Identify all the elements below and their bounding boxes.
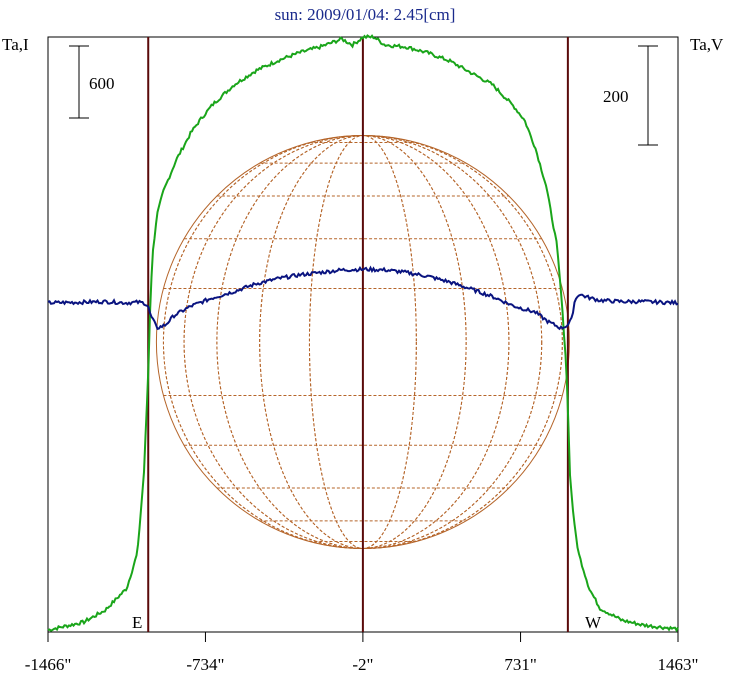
- x-tick-label: -734": [186, 655, 224, 674]
- reference-lines: [147, 37, 569, 632]
- right-axis-label: Ta,V: [690, 35, 724, 54]
- series-line-tav: [47, 265, 679, 331]
- series-lines: [47, 34, 679, 633]
- east-marker: E: [132, 613, 142, 632]
- right-scale-bar: 200: [603, 45, 658, 146]
- series-line-tai: [47, 34, 679, 633]
- west-marker: W: [585, 613, 602, 632]
- left-scale-bar-label: 600: [89, 74, 115, 93]
- x-tick-label: 731": [504, 655, 536, 674]
- longitude-line: [259, 135, 467, 549]
- chart-title: sun: 2009/01/04: 2.45[cm]: [275, 5, 456, 24]
- x-tick-label: -1466": [25, 655, 72, 674]
- x-axis-ticks: -1466" -734" -2" 731" 1463": [25, 632, 699, 674]
- left-axis-label: Ta,I: [2, 35, 29, 54]
- x-tick-label: -2": [352, 655, 373, 674]
- left-scale-bar: 600: [69, 45, 115, 119]
- right-scale-bar-label: 200: [603, 87, 629, 106]
- x-tick-label: 1463": [658, 655, 699, 674]
